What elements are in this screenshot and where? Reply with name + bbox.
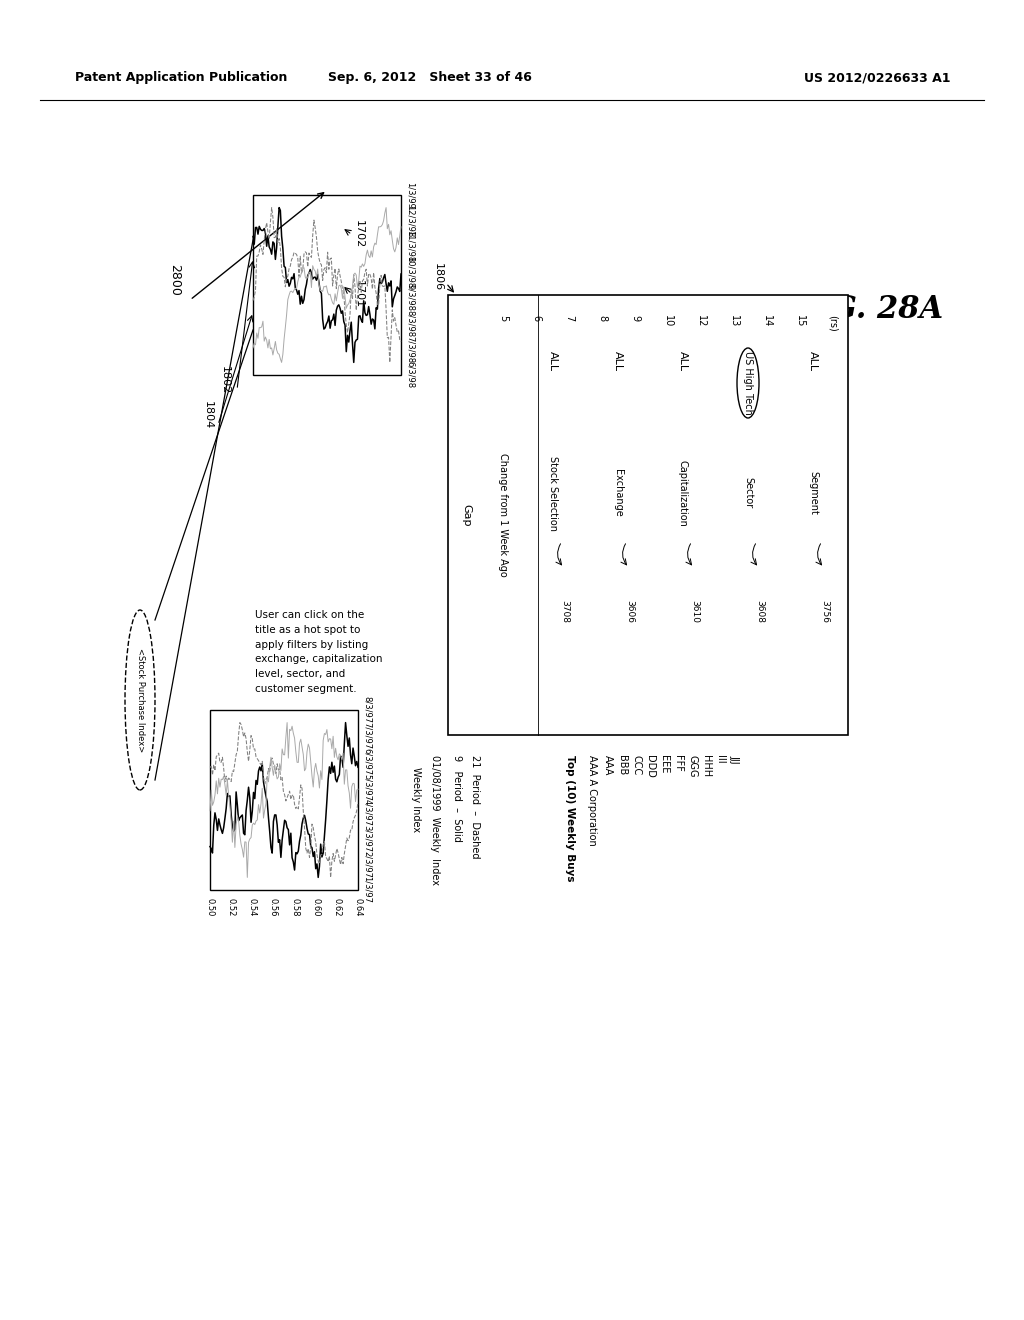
Text: 10: 10 [663,315,673,327]
Text: User can click on the
title as a hot spot to
apply filters by listing
exchange, : User can click on the title as a hot spo… [255,610,383,694]
Text: <Stock Purchase Index>: <Stock Purchase Index> [135,648,144,752]
Text: HHH: HHH [701,755,711,777]
Text: (rs): (rs) [828,315,838,331]
Text: 0.62: 0.62 [333,898,341,916]
Text: 3708: 3708 [560,601,569,623]
Text: 12/3/98: 12/3/98 [406,205,415,236]
Text: 9   Period  –  Solid: 9 Period – Solid [452,755,462,842]
Text: 8/3/97: 8/3/97 [362,697,372,723]
Text: 5: 5 [498,315,508,321]
Text: 1701: 1701 [353,280,364,308]
Text: 3608: 3608 [756,601,765,623]
Text: ALL: ALL [808,351,818,371]
Text: 3606: 3606 [626,601,635,623]
Text: ALL: ALL [613,351,623,371]
Text: 1/3/97: 1/3/97 [362,876,372,903]
Ellipse shape [125,610,155,789]
Text: Change from 1 Week Ago: Change from 1 Week Ago [498,453,508,577]
Text: Exchange: Exchange [613,469,623,517]
Text: 1702: 1702 [353,220,364,248]
Text: EEE: EEE [659,755,669,774]
Bar [253,195,401,375]
Text: 4/3/97: 4/3/97 [362,800,372,826]
Text: 6/3/97: 6/3/97 [362,748,372,775]
Bar [449,294,848,735]
Text: 8: 8 [597,315,607,321]
Text: 2/3/97: 2/3/97 [362,851,372,878]
Text: 1806: 1806 [433,263,443,292]
Text: JJJ: JJJ [729,755,739,764]
Text: US High Tech: US High Tech [743,351,753,414]
Text: 10/3/98: 10/3/98 [406,256,415,288]
Text: ALL: ALL [548,351,558,371]
Text: Patent Application Publication: Patent Application Publication [75,71,288,84]
Text: 0.52: 0.52 [226,898,236,916]
Text: 7: 7 [564,315,574,321]
Text: Sep. 6, 2012   Sheet 33 of 46: Sep. 6, 2012 Sheet 33 of 46 [328,71,531,84]
Text: 3/3/97: 3/3/97 [362,825,372,853]
Text: AAA A Corporation: AAA A Corporation [587,755,597,846]
Text: 3756: 3756 [820,601,829,623]
Bar [210,710,358,890]
Text: 12: 12 [696,315,706,327]
Text: Top (10) Weekly Buys: Top (10) Weekly Buys [565,755,575,882]
Text: 01/08/1999  Weekly  Index: 01/08/1999 Weekly Index [430,755,440,884]
Text: Capitalization: Capitalization [678,459,688,527]
Text: Sector: Sector [743,478,753,508]
Text: BBB: BBB [617,755,627,775]
Text: Weekly Index: Weekly Index [411,767,421,833]
Text: 5/3/97: 5/3/97 [362,774,372,801]
Text: CCC: CCC [631,755,641,775]
Text: FFF: FFF [673,755,683,772]
Text: 0.54: 0.54 [248,898,257,916]
Text: 0.50: 0.50 [206,898,214,916]
Text: 1/3/99: 1/3/99 [406,182,415,209]
Ellipse shape [737,348,759,418]
Text: 13: 13 [729,315,739,327]
Text: 7/3/97: 7/3/97 [362,722,372,750]
Text: 1804: 1804 [203,401,213,429]
Text: DDD: DDD [645,755,655,777]
Text: 0.56: 0.56 [269,898,278,916]
Text: 9/3/98: 9/3/98 [406,284,415,312]
Text: ALL: ALL [678,351,688,371]
Text: 15: 15 [795,315,805,327]
Text: US 2012/0226633 A1: US 2012/0226633 A1 [804,71,950,84]
Text: Segment: Segment [808,471,818,515]
Text: AAA: AAA [603,755,613,775]
Text: 0.58: 0.58 [290,898,299,916]
Text: 8/3/98: 8/3/98 [406,310,415,337]
Text: 7/3/98: 7/3/98 [406,335,415,363]
Text: 9: 9 [630,315,640,321]
Text: GGG: GGG [687,755,697,777]
Text: 6/3/98: 6/3/98 [406,362,415,388]
Text: 0.60: 0.60 [311,898,321,916]
Text: III: III [715,755,725,764]
Text: Stock Selection: Stock Selection [548,455,558,531]
Text: 2800: 2800 [169,264,181,296]
Text: 21  Period  –  Dashed: 21 Period – Dashed [470,755,480,858]
Text: FIG. 28A: FIG. 28A [796,294,944,326]
Text: 6: 6 [531,315,541,321]
Text: 11/3/98: 11/3/98 [406,230,415,263]
Text: 3610: 3610 [690,601,699,623]
Text: 0.64: 0.64 [353,898,362,916]
Text: Gap: Gap [461,504,471,527]
Text: 1802: 1802 [220,366,230,395]
Text: 14: 14 [762,315,772,327]
